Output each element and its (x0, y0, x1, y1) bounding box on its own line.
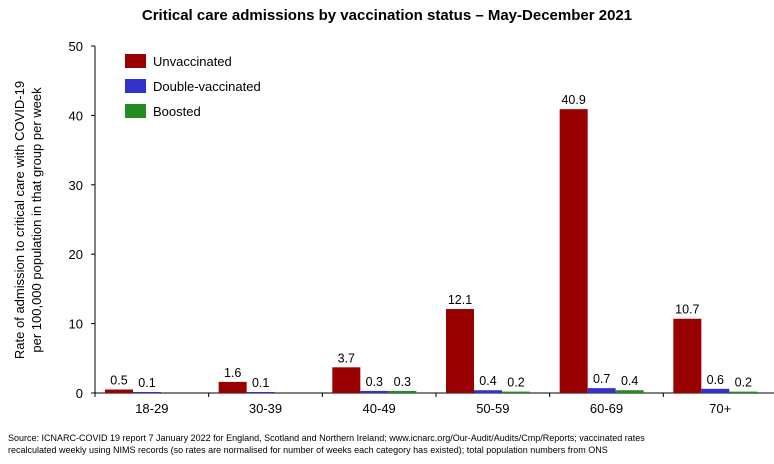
y-tick-label: 20 (69, 247, 83, 262)
data-label: 0.2 (735, 376, 752, 390)
y-tick-label: 10 (69, 317, 83, 332)
bar (246, 392, 275, 393)
legend-label: Double-vaccinated (153, 79, 261, 94)
legend-swatch (125, 79, 146, 93)
data-label: 0.3 (366, 375, 383, 389)
bar (729, 391, 758, 393)
bar (133, 392, 161, 393)
bar (673, 318, 702, 393)
bar (360, 390, 389, 393)
y-tick-label: 0 (76, 386, 83, 401)
bar (388, 390, 417, 393)
data-label: 0.3 (394, 375, 411, 389)
legend: Unvaccinated Double-vaccinated Boosted (125, 54, 261, 119)
data-label: 1.6 (224, 366, 241, 380)
source-line-2: recalculated weekly using NIMS records (… (8, 445, 608, 455)
bar (701, 388, 730, 393)
y-tick-label: 30 (69, 178, 83, 193)
bar (615, 390, 644, 393)
data-label: 0.4 (621, 374, 638, 388)
data-label: 0.4 (479, 374, 496, 388)
chart-title: Critical care admissions by vaccination … (141, 7, 633, 24)
y-tick-label: 40 (69, 108, 83, 123)
data-label: 12.1 (448, 293, 472, 307)
source-note: Source: ICNARC-COVID 19 report 7 January… (8, 432, 768, 456)
bars (105, 109, 758, 394)
data-labels: 0.5 1.6 3.7 12.1 40.9 10.7 0.1 0.1 0.3 0.4 0.7 0.6 0… (110, 93, 752, 390)
x-tick-label: 40-49 (363, 401, 396, 416)
y-tick-label: 50 (69, 39, 83, 54)
x-tick-label: 30-39 (249, 401, 282, 416)
data-label: 10.7 (675, 303, 699, 317)
bar (502, 391, 530, 393)
legend-label: Unvaccinated (153, 54, 232, 69)
x-tick-label: 60-69 (590, 401, 623, 416)
bar (559, 109, 588, 394)
bar (332, 367, 361, 393)
bar (218, 381, 247, 393)
source-line-1: Source: ICNARC-COVID 19 report 7 January… (8, 433, 645, 443)
data-label: 0.1 (252, 376, 269, 390)
axes: 0 10 20 30 40 50 18-29 30-39 40-49 50-59 60-69 70+ (69, 39, 774, 416)
legend-label: Boosted (153, 104, 201, 119)
x-tick-label: 18-29 (135, 401, 168, 416)
legend-swatch (125, 54, 146, 68)
bar (446, 309, 474, 393)
data-label: 0.5 (110, 374, 127, 388)
x-tick-label: 70+ (709, 401, 731, 416)
x-tick-label: 50-59 (476, 401, 509, 416)
bar (105, 389, 133, 393)
data-label: 0.2 (507, 376, 524, 390)
data-label: 40.9 (561, 93, 585, 107)
data-label: 0.1 (138, 376, 155, 390)
data-label: 0.7 (593, 372, 610, 386)
data-label: 3.7 (338, 351, 355, 365)
data-label: 0.6 (707, 373, 724, 387)
legend-swatch (125, 104, 146, 118)
bar (587, 388, 616, 393)
bar (474, 390, 502, 393)
